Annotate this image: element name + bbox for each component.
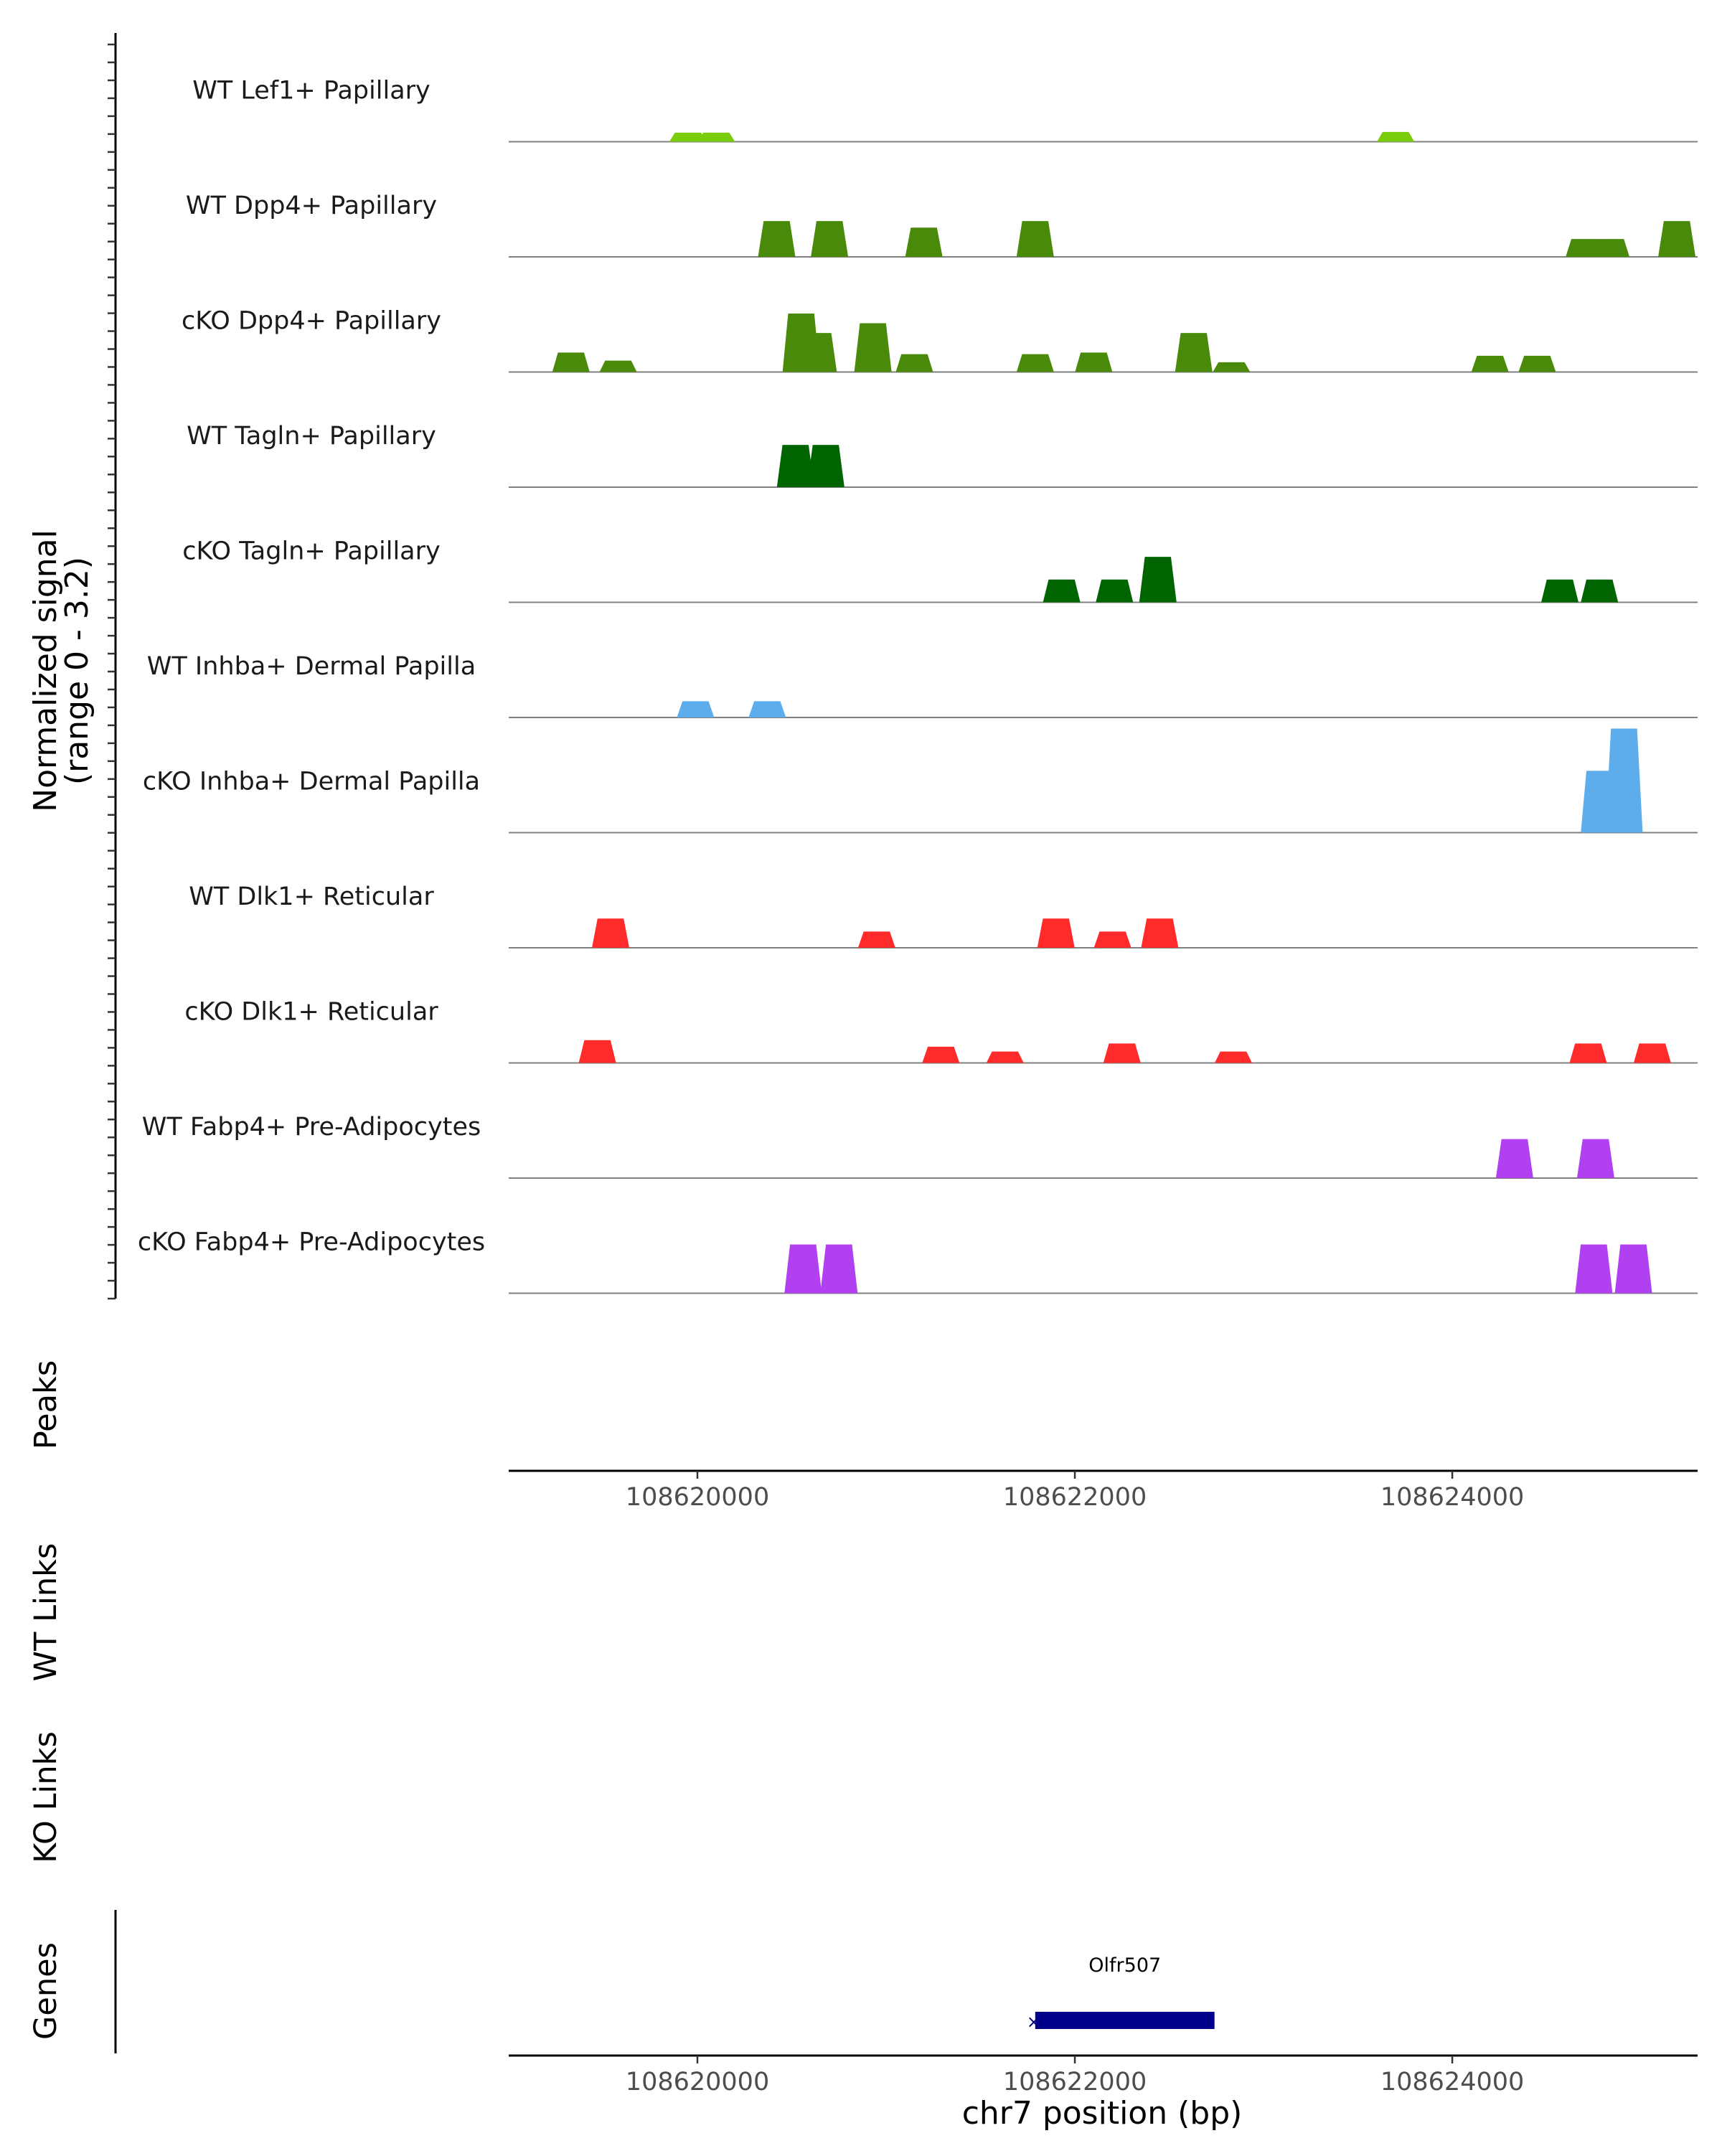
signal-peak	[1377, 131, 1415, 142]
signal-peak	[784, 1244, 822, 1294]
signal-peak	[1093, 931, 1131, 948]
gene-Olfr507: × Olfr507	[1027, 1954, 1215, 2032]
signal-peak	[1633, 1043, 1671, 1063]
signal-peak	[1096, 579, 1134, 603]
signal-peak	[697, 132, 735, 142]
signal-peak	[1614, 1244, 1652, 1294]
signal-peak	[1213, 362, 1251, 372]
track-6: WT Inhba+ Dermal Papilla	[147, 652, 1698, 718]
x-tick-label: 108620000	[626, 2068, 769, 2096]
signal-peak	[748, 701, 786, 717]
genes-x-axis: 108620000 108622000 108624000	[509, 2054, 1698, 2096]
signal-peak	[905, 227, 943, 257]
track-10: WT Fabp4+ Pre-Adipocytes	[142, 1113, 1698, 1179]
track-7: cKO Inhba+ Dermal Papilla	[143, 728, 1698, 834]
signal-peak	[986, 1051, 1024, 1063]
signal-peak	[669, 132, 707, 142]
track-label: WT Dlk1+ Reticular	[189, 882, 434, 911]
signal-peak	[1471, 355, 1509, 372]
ko-links-panel-label: KO Links	[28, 1731, 64, 1863]
signal-peak	[820, 1244, 858, 1294]
track-label: cKO Tagln+ Papillary	[182, 537, 441, 566]
signal-peak	[811, 221, 849, 257]
signal-peak	[1175, 333, 1213, 372]
signal-peak	[895, 354, 933, 372]
signal-peak	[1103, 1043, 1141, 1063]
signal-peak	[1075, 352, 1113, 372]
track-label: WT Lef1+ Papillary	[192, 77, 430, 105]
track-label: WT Dpp4+ Papillary	[186, 192, 437, 220]
coverage-tracks: WT Lef1+ Papillary WT Dpp4+ Papillary cKO …	[138, 77, 1698, 1294]
signal-peak	[1569, 1043, 1607, 1063]
signal-peak	[857, 931, 895, 948]
signal-peak	[552, 352, 590, 372]
peaks-panel-label: Peaks	[28, 1360, 64, 1450]
signal-peak	[806, 445, 844, 487]
gene-body	[1035, 2012, 1215, 2029]
x-axis-title: chr7 position (bp)	[962, 2095, 1243, 2132]
track-label: WT Inhba+ Dermal Papilla	[147, 652, 476, 681]
signal-peak	[1540, 579, 1578, 603]
track-3: cKO Dpp4+ Papillary	[182, 307, 1698, 373]
y-axis-title: Normalized signal	[27, 529, 64, 812]
signal-peak	[1141, 918, 1179, 948]
signal-peak	[758, 221, 796, 257]
signal-peak	[1576, 1139, 1614, 1178]
x-tick-label: 108622000	[1003, 2068, 1147, 2096]
signal-peak	[1575, 1244, 1613, 1294]
x-tick-label: 108624000	[1380, 2068, 1524, 2096]
track-label: cKO Dpp4+ Papillary	[182, 307, 441, 336]
signal-peak	[1043, 579, 1081, 603]
track-label: WT Tagln+ Papillary	[187, 422, 436, 451]
signal-peak	[922, 1046, 960, 1063]
track-11: cKO Fabp4+ Pre-Adipocytes	[138, 1228, 1698, 1294]
peaks-x-axis: 108620000 108622000 108624000	[509, 1469, 1698, 1512]
x-tick-label: 108622000	[1003, 1483, 1147, 1512]
track-label: cKO Dlk1+ Reticular	[184, 998, 438, 1027]
track-2: WT Dpp4+ Papillary	[186, 192, 1698, 258]
gene-annotations: × Olfr507	[1027, 1954, 1215, 2032]
track-9: cKO Dlk1+ Reticular	[184, 998, 1698, 1064]
y-axis-range-label: (range 0 - 3.2)	[59, 557, 95, 785]
track-label: cKO Inhba+ Dermal Papilla	[143, 768, 480, 796]
signal-peak	[1016, 221, 1054, 257]
gene-name-label: Olfr507	[1088, 1954, 1161, 1977]
track-5: cKO Tagln+ Papillary	[182, 537, 1698, 603]
signal-peak	[854, 323, 892, 372]
signal-peak	[799, 333, 837, 372]
signal-peak	[599, 360, 637, 372]
track-8: WT Dlk1+ Reticular	[189, 882, 1698, 948]
signal-peak	[1016, 354, 1054, 372]
signal-peak	[1581, 579, 1619, 603]
signal-peak	[1518, 355, 1556, 372]
signal-peak	[592, 918, 630, 948]
signal-peak	[1495, 1139, 1533, 1178]
signal-peak	[677, 701, 715, 717]
x-tick-label: 108620000	[626, 1483, 769, 1512]
signal-peak	[1605, 728, 1643, 833]
signal-peak	[578, 1040, 616, 1063]
x-tick-label: 108624000	[1380, 1483, 1524, 1512]
track-1: WT Lef1+ Papillary	[192, 77, 1698, 143]
track-label: WT Fabp4+ Pre-Adipocytes	[142, 1113, 481, 1141]
signal-peak	[1139, 557, 1177, 603]
track-4: WT Tagln+ Papillary	[187, 422, 1698, 488]
signal-peak	[776, 445, 814, 487]
gene-strand-marker: ×	[1027, 2012, 1041, 2032]
wt-links-panel-label: WT Links	[28, 1543, 64, 1682]
signal-peak	[1658, 221, 1696, 257]
track-label: cKO Fabp4+ Pre-Adipocytes	[138, 1228, 485, 1257]
genes-panel-label: Genes	[28, 1942, 64, 2040]
signal-peak	[1214, 1051, 1252, 1063]
signal-peak	[1037, 918, 1075, 948]
signal-y-axis	[108, 33, 117, 1300]
signal-peak	[1592, 239, 1630, 257]
